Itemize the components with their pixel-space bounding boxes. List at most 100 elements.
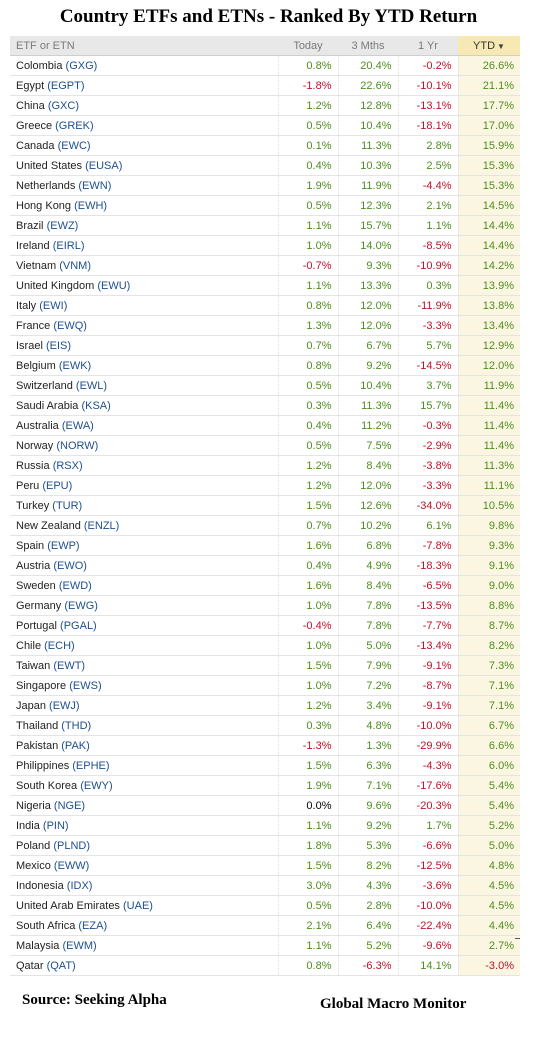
- today-cell: 1.0%: [277, 595, 338, 616]
- ticker-link[interactable]: (GXG): [65, 59, 98, 72]
- one-yr-cell: -3.8%: [397, 455, 458, 476]
- country-name: South Africa: [16, 919, 76, 932]
- ticker-link[interactable]: (EWP): [47, 539, 80, 552]
- ticker-link[interactable]: (NORW): [56, 439, 99, 452]
- three-mths-cell: 8.4%: [337, 455, 398, 476]
- ticker-link[interactable]: (GREK): [55, 119, 94, 132]
- today-cell: 0.1%: [277, 135, 338, 156]
- ytd-cell: 4.5%: [457, 895, 520, 916]
- ticker-link[interactable]: (EWI): [39, 299, 68, 312]
- three-mths-cell: 1.3%: [337, 735, 398, 756]
- etf-name-cell: China (GXC): [10, 95, 278, 116]
- column-header-1-yr[interactable]: 1 Yr: [398, 36, 458, 56]
- ticker-link[interactable]: (GXC): [47, 99, 79, 112]
- column-header-name[interactable]: ETF or ETN: [10, 36, 278, 56]
- ytd-cell: 21.1%: [457, 75, 520, 96]
- country-name: Saudi Arabia: [16, 399, 79, 412]
- ticker-link[interactable]: (EWL): [75, 379, 108, 392]
- one-yr-cell: -13.5%: [397, 595, 458, 616]
- column-header-3-mths[interactable]: 3 Mths: [338, 36, 398, 56]
- ticker-link[interactable]: (EWJ): [49, 699, 80, 712]
- three-mths-cell: 7.1%: [337, 775, 398, 796]
- table-row: Singapore (EWS) 1.0% 7.2% -8.7% 7.1%: [10, 675, 520, 696]
- ticker-link[interactable]: (EWA): [61, 419, 94, 432]
- table-row: Australia (EWA) 0.4% 11.2% -0.3% 11.4%: [10, 415, 520, 436]
- etf-name-cell: Portugal (PGAL): [10, 615, 278, 636]
- three-mths-cell: 8.4%: [337, 575, 398, 596]
- ticker-link[interactable]: (QAT): [46, 959, 76, 972]
- today-cell: 1.5%: [277, 655, 338, 676]
- ticker-link[interactable]: (VNM): [59, 259, 91, 272]
- ticker-link[interactable]: (EWU): [97, 279, 131, 292]
- ytd-cell: 10.5%: [457, 495, 520, 516]
- ytd-cell: 13.9%: [457, 275, 520, 296]
- ticker-link[interactable]: (EWC): [57, 139, 91, 152]
- ticker-link[interactable]: (EWY): [80, 779, 113, 792]
- country-name: New Zealand: [16, 519, 81, 532]
- table-row: Hong Kong (EWH) 0.5% 12.3% 2.1% 14.5%: [10, 195, 520, 216]
- country-name: Chile: [16, 639, 42, 652]
- ticker-link[interactable]: (EWN): [78, 179, 112, 192]
- today-cell: 1.9%: [277, 175, 338, 196]
- ticker-link[interactable]: (RSX): [52, 459, 83, 472]
- table-row: Italy (EWI) 0.8% 12.0% -11.9% 13.8%: [10, 295, 520, 316]
- table-row: Mexico (EWW) 1.5% 8.2% -12.5% 4.8%: [10, 855, 520, 876]
- ticker-link[interactable]: (EWH): [74, 199, 108, 212]
- ticker-link[interactable]: (EIRL): [52, 239, 85, 252]
- ticker-link[interactable]: (THD): [61, 719, 92, 732]
- ticker-link[interactable]: (EWW): [53, 859, 90, 872]
- ticker-link[interactable]: (NGE): [53, 799, 86, 812]
- today-cell: 1.2%: [277, 95, 338, 116]
- one-yr-cell: -9.6%: [397, 935, 458, 956]
- ticker-link[interactable]: (PGAL): [60, 619, 97, 632]
- country-name: Malaysia: [16, 939, 60, 952]
- ticker-link[interactable]: (EZA): [78, 919, 108, 932]
- ticker-link[interactable]: (EWK): [58, 359, 92, 372]
- ticker-link[interactable]: (EGPT): [47, 79, 85, 92]
- three-mths-cell: 9.6%: [337, 795, 398, 816]
- ticker-link[interactable]: (IDX): [66, 879, 93, 892]
- ticker-link[interactable]: (EWM): [62, 939, 97, 952]
- table-row: Netherlands (EWN) 1.9% 11.9% -4.4% 15.3%: [10, 175, 520, 196]
- etf-name-cell: Poland (PLND): [10, 835, 278, 856]
- ytd-cell: 11.4%: [457, 435, 520, 456]
- ticker-link[interactable]: (EIS): [45, 339, 72, 352]
- etf-name-cell: Turkey (TUR): [10, 495, 278, 516]
- ticker-link[interactable]: (PLND): [53, 839, 90, 852]
- column-header-ytd[interactable]: YTD ▼: [458, 36, 520, 56]
- etf-name-cell: Peru (EPU): [10, 475, 278, 496]
- etf-name-cell: Brazil (EWZ): [10, 215, 278, 236]
- ticker-link[interactable]: (EWD): [58, 579, 92, 592]
- ticker-link[interactable]: (KSA): [81, 399, 111, 412]
- ticker-link[interactable]: (EPU): [42, 479, 73, 492]
- ticker-link[interactable]: (EWS): [69, 679, 102, 692]
- today-cell: 1.8%: [277, 835, 338, 856]
- ticker-link[interactable]: (EWG): [64, 599, 98, 612]
- ticker-link[interactable]: (UAE): [123, 899, 153, 912]
- column-header-today[interactable]: Today: [278, 36, 338, 56]
- three-mths-cell: 9.2%: [337, 815, 398, 836]
- today-cell: 1.2%: [277, 695, 338, 716]
- country-name: United Kingdom: [16, 279, 95, 292]
- today-cell: 0.8%: [277, 955, 338, 976]
- today-cell: 1.0%: [277, 635, 338, 656]
- country-name: Indonesia: [16, 879, 64, 892]
- ticker-link[interactable]: (TUR): [52, 499, 83, 512]
- ytd-cell: 2.7%: [457, 935, 520, 956]
- ticker-link[interactable]: (ENZL): [83, 519, 120, 532]
- ticker-link[interactable]: (EUSA): [85, 159, 123, 172]
- one-yr-cell: 14.1%: [397, 955, 458, 976]
- table-row: Belgium (EWK) 0.8% 9.2% -14.5% 12.0%: [10, 355, 520, 376]
- ticker-link[interactable]: (EWT): [53, 659, 86, 672]
- ticker-link[interactable]: (EPHE): [72, 759, 110, 772]
- table-row: Brazil (EWZ) 1.1% 15.7% 1.1% 14.4%: [10, 215, 520, 236]
- ticker-link[interactable]: (EWQ): [53, 319, 87, 332]
- ticker-link[interactable]: (EWO): [53, 559, 87, 572]
- ticker-link[interactable]: (PIN): [42, 819, 69, 832]
- table-row: Germany (EWG) 1.0% 7.8% -13.5% 8.8%: [10, 595, 520, 616]
- etf-name-cell: United Arab Emirates (UAE): [10, 895, 278, 916]
- today-cell: 0.7%: [277, 515, 338, 536]
- ticker-link[interactable]: (ECH): [44, 639, 75, 652]
- ticker-link[interactable]: (PAK): [61, 739, 90, 752]
- ticker-link[interactable]: (EWZ): [46, 219, 79, 232]
